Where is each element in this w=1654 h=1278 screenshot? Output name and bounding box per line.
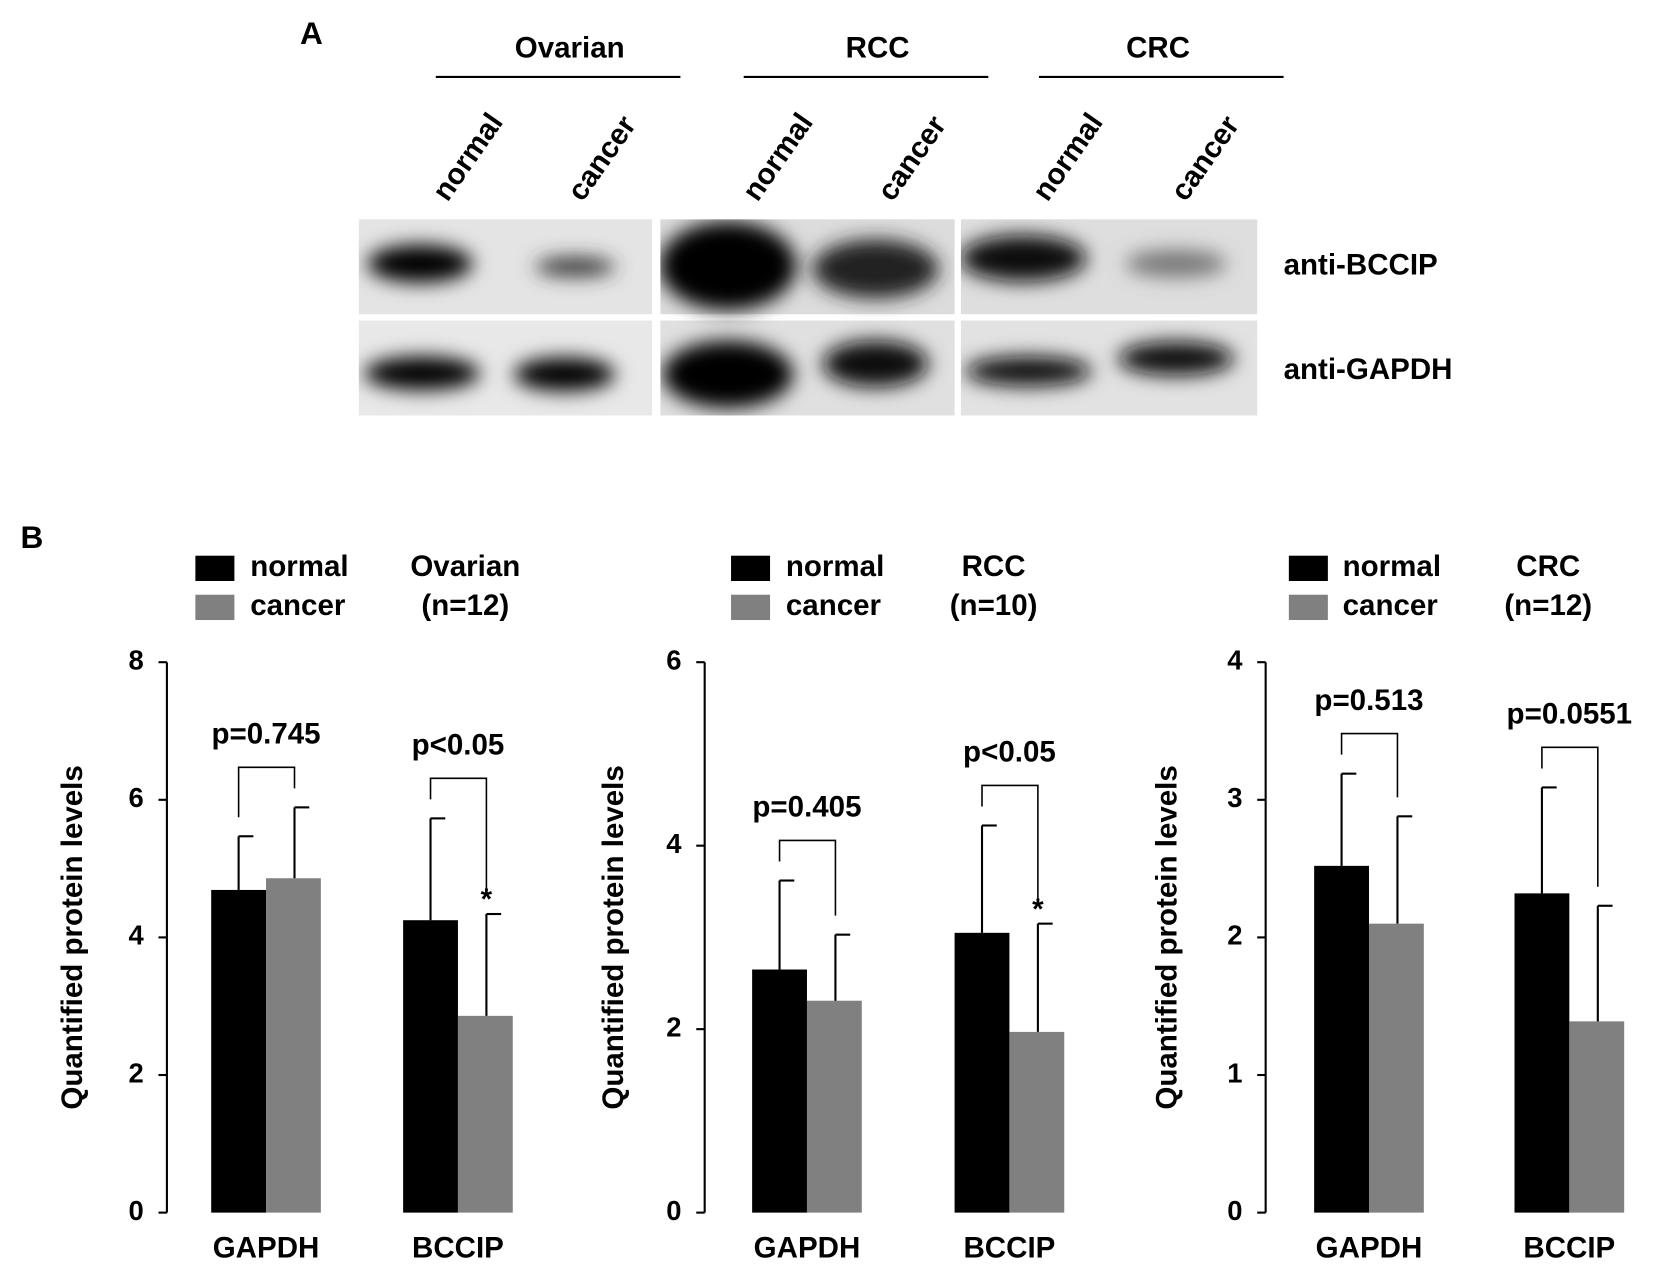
- p-value: p=0.513: [1314, 684, 1423, 717]
- bar: [1368, 923, 1424, 1213]
- bar: [1514, 893, 1570, 1213]
- panel-label: A: [300, 15, 323, 51]
- p-value: p<0.05: [412, 728, 505, 761]
- y-tick-label: 4: [666, 828, 682, 859]
- lane-label: normal: [426, 107, 509, 207]
- significance-star: *: [481, 883, 493, 916]
- significance-star: *: [1032, 893, 1044, 926]
- bar: [806, 1000, 862, 1213]
- y-tick-label: 2: [666, 1011, 681, 1042]
- bar: [403, 920, 458, 1213]
- legend-label: cancer: [1343, 589, 1439, 622]
- bracket: [1340, 732, 1399, 798]
- y-axis-label: Quantified protein levels: [1150, 765, 1183, 1109]
- blot: [358, 219, 1258, 416]
- lane-label: cancer: [871, 109, 953, 206]
- p-value: p=0.405: [752, 791, 861, 824]
- bar: [1314, 865, 1369, 1213]
- lane-label: normal: [736, 107, 819, 207]
- group-label: CRC: [1126, 31, 1190, 64]
- y-axis-label: Quantified protein levels: [56, 765, 89, 1109]
- legend-swatch: [195, 555, 235, 582]
- legend-label: normal: [250, 550, 348, 583]
- x-tick-label: BCCIP: [1523, 1231, 1615, 1264]
- y-tick-label: 4: [128, 920, 144, 951]
- x-tick-label: GAPDH: [213, 1231, 320, 1264]
- y-tick-label: 2: [1227, 920, 1242, 951]
- y-tick-label: 8: [128, 644, 143, 675]
- bar: [1569, 1021, 1625, 1213]
- x-tick-label: BCCIP: [963, 1231, 1055, 1264]
- bar: [1009, 1031, 1065, 1213]
- bracket: [778, 839, 837, 916]
- legend-swatch: [1288, 555, 1328, 582]
- lane-label: cancer: [1164, 109, 1246, 206]
- chart-title: CRC: [1516, 550, 1580, 583]
- row-label: anti-GAPDH: [1284, 353, 1453, 386]
- y-tick-label: 0: [128, 1195, 143, 1226]
- group-label: Ovarian: [515, 31, 625, 64]
- bracket: [237, 766, 296, 818]
- p-value: p=0.745: [211, 717, 320, 750]
- p-value: p=0.0551: [1507, 698, 1633, 731]
- bar: [266, 878, 321, 1213]
- chart-title: RCC: [962, 550, 1026, 583]
- x-tick-label: BCCIP: [412, 1231, 504, 1264]
- y-tick-label: 6: [128, 782, 143, 813]
- y-axis-label: Quantified protein levels: [597, 765, 630, 1109]
- bracket: [1541, 746, 1599, 887]
- legend-label: normal: [1343, 550, 1441, 583]
- x-tick-label: GAPDH: [754, 1231, 861, 1264]
- legend-swatch: [731, 555, 771, 582]
- bar: [457, 1015, 513, 1213]
- lane-label: normal: [1026, 107, 1109, 207]
- group-label: RCC: [846, 31, 910, 64]
- p-value: p<0.05: [963, 736, 1056, 769]
- legend-label: cancer: [786, 589, 882, 622]
- legend-label: cancer: [250, 589, 346, 622]
- bracket: [981, 784, 1039, 905]
- bar: [954, 932, 1010, 1213]
- bar: [211, 889, 267, 1213]
- chart-subtitle: (n=12): [421, 589, 509, 622]
- y-tick-label: 1: [1227, 1057, 1242, 1088]
- y-tick-label: 2: [128, 1057, 143, 1088]
- legend-label: normal: [786, 550, 884, 583]
- chart-subtitle: (n=12): [1504, 589, 1592, 622]
- y-tick-label: 6: [666, 644, 681, 675]
- x-tick-label: GAPDH: [1316, 1231, 1423, 1264]
- chart-subtitle: (n=10): [950, 589, 1038, 622]
- bar: [752, 969, 807, 1213]
- legend-swatch: [1288, 594, 1328, 621]
- legend-swatch: [195, 594, 235, 621]
- lane-label: cancer: [561, 109, 643, 206]
- chart-title: Ovarian: [410, 550, 520, 583]
- row-label: anti-BCCIP: [1284, 249, 1438, 282]
- y-tick-label: 0: [1227, 1195, 1242, 1226]
- bracket: [429, 777, 488, 896]
- y-tick-label: 0: [666, 1195, 681, 1226]
- y-tick-label: 4: [1227, 644, 1243, 675]
- legend-swatch: [731, 594, 771, 621]
- panel-label: B: [21, 519, 44, 555]
- y-tick-label: 3: [1227, 782, 1242, 813]
